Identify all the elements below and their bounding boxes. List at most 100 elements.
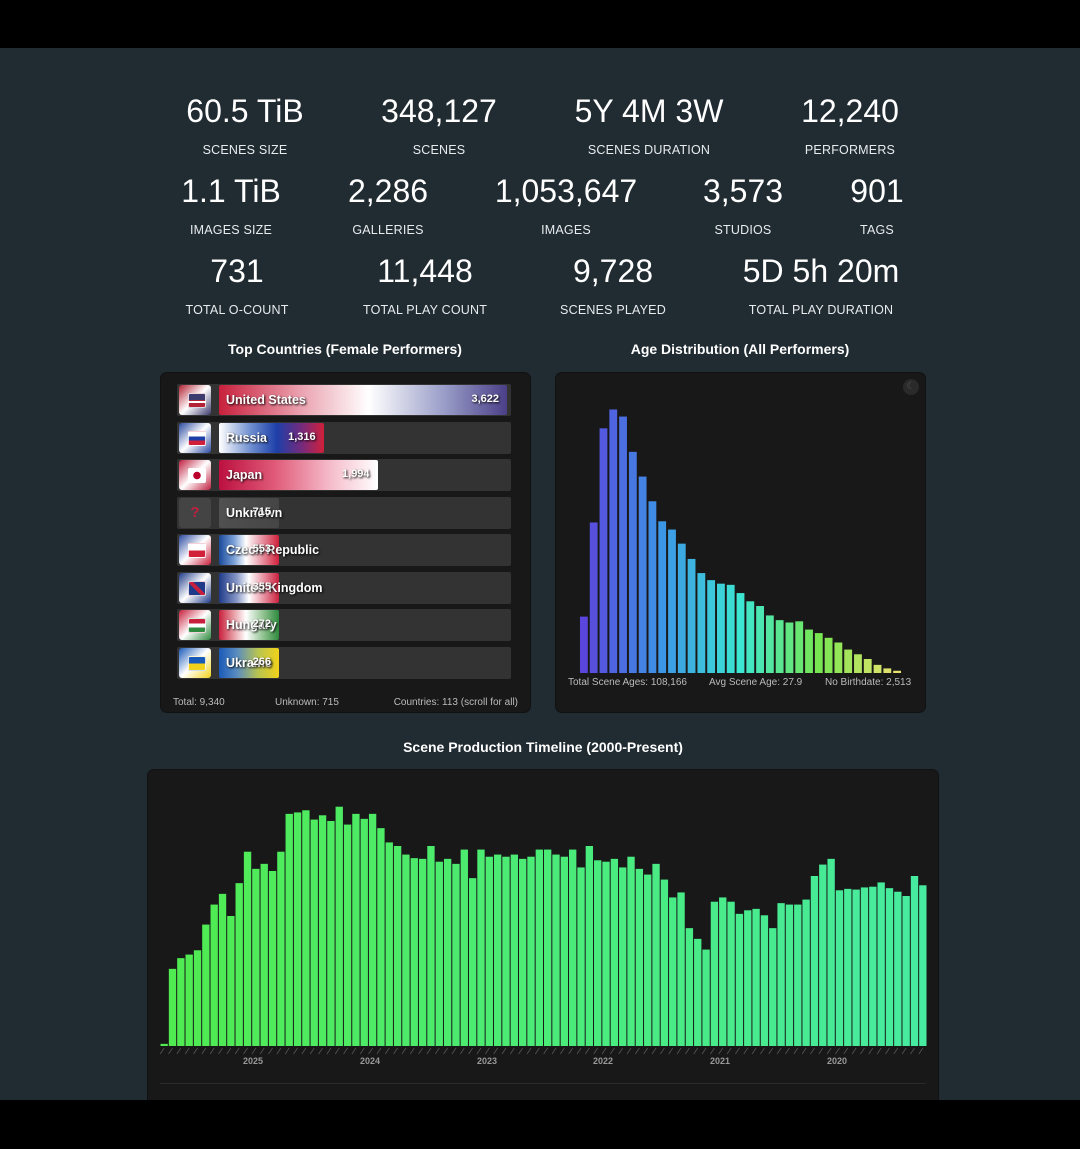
timeline-bar[interactable] xyxy=(285,813,293,1046)
age-bar[interactable] xyxy=(814,633,823,673)
timeline-bar[interactable] xyxy=(160,1043,168,1046)
timeline-bar[interactable] xyxy=(594,860,602,1046)
timeline-bar[interactable] xyxy=(794,904,802,1046)
timeline-bar[interactable] xyxy=(660,879,669,1046)
timeline-bar[interactable] xyxy=(310,819,318,1046)
timeline-bar[interactable] xyxy=(544,849,552,1046)
timeline-bar[interactable] xyxy=(610,858,619,1046)
timeline-bar[interactable] xyxy=(835,890,844,1046)
timeline-bar[interactable] xyxy=(502,856,510,1046)
timeline-bar[interactable] xyxy=(435,861,443,1046)
age-bar[interactable] xyxy=(697,573,706,673)
timeline-bar[interactable] xyxy=(769,928,777,1046)
country-row[interactable]: Hungary 272 xyxy=(177,609,511,641)
country-row[interactable]: Japan 1,994 xyxy=(177,459,511,491)
timeline-bar[interactable] xyxy=(460,849,468,1046)
timeline-bar[interactable] xyxy=(343,824,352,1046)
age-bar[interactable] xyxy=(746,601,755,673)
timeline-bar[interactable] xyxy=(752,908,760,1046)
timeline-bar[interactable] xyxy=(318,815,327,1046)
timeline-bar[interactable] xyxy=(360,818,368,1046)
age-bar[interactable] xyxy=(648,501,657,673)
timeline-bar[interactable] xyxy=(268,871,277,1046)
age-bar[interactable] xyxy=(844,649,853,673)
timeline-bar[interactable] xyxy=(452,863,460,1046)
age-bar[interactable] xyxy=(668,529,676,673)
timeline-bar[interactable] xyxy=(293,812,302,1046)
timeline-bar[interactable] xyxy=(235,883,243,1046)
country-row[interactable]: ? Unknown 715 xyxy=(177,496,511,529)
timeline-bar[interactable] xyxy=(485,856,493,1046)
timeline-bar[interactable] xyxy=(477,849,485,1046)
timeline-bar[interactable] xyxy=(177,958,185,1046)
timeline-bar[interactable] xyxy=(552,854,560,1046)
timeline-bar[interactable] xyxy=(535,849,543,1046)
timeline-bar[interactable] xyxy=(719,897,727,1046)
timeline-bar[interactable] xyxy=(619,867,627,1046)
timeline-bar[interactable] xyxy=(427,846,435,1046)
timeline-bar[interactable] xyxy=(260,863,268,1046)
age-bar[interactable] xyxy=(599,428,608,673)
age-bar[interactable] xyxy=(628,451,637,673)
age-bar[interactable] xyxy=(785,622,794,674)
timeline-bar[interactable] xyxy=(652,863,660,1046)
timeline-bar[interactable] xyxy=(510,854,518,1046)
timeline-bar[interactable] xyxy=(252,868,260,1046)
age-bar[interactable] xyxy=(687,558,696,673)
timeline-bar[interactable] xyxy=(635,868,644,1046)
timeline-bar[interactable] xyxy=(335,806,343,1046)
age-bar[interactable] xyxy=(834,642,843,673)
timeline-bar[interactable] xyxy=(827,858,835,1046)
timeline-bar[interactable] xyxy=(227,916,235,1046)
timeline-bar[interactable] xyxy=(202,924,210,1046)
age-bar[interactable] xyxy=(677,543,686,673)
timeline-bar[interactable] xyxy=(577,867,585,1046)
timeline-bar[interactable] xyxy=(210,904,218,1046)
timeline-bar[interactable] xyxy=(644,874,652,1046)
age-bar[interactable] xyxy=(658,521,667,673)
age-bar[interactable] xyxy=(736,593,745,673)
timeline-bar[interactable] xyxy=(727,901,735,1046)
age-bar[interactable] xyxy=(717,583,725,673)
timeline-bar[interactable] xyxy=(352,813,360,1046)
age-bar[interactable] xyxy=(775,620,784,673)
timeline-bar[interactable] xyxy=(744,910,752,1046)
timeline-bar[interactable] xyxy=(518,858,527,1046)
timeline-bar[interactable] xyxy=(193,950,202,1046)
country-row[interactable]: United Kingdom 355 xyxy=(177,571,511,604)
timeline-bar[interactable] xyxy=(569,849,577,1046)
timeline-bar[interactable] xyxy=(302,810,310,1046)
timeline-bar[interactable] xyxy=(385,842,393,1046)
timeline-bar[interactable] xyxy=(852,889,860,1046)
country-row[interactable]: Ukraine 266 xyxy=(177,646,511,679)
timeline-bar[interactable] xyxy=(410,858,418,1046)
timeline-bar[interactable] xyxy=(677,892,685,1046)
timeline-bar[interactable] xyxy=(669,897,677,1046)
timeline-bar[interactable] xyxy=(919,885,927,1046)
timeline-bar[interactable] xyxy=(443,858,452,1046)
timeline-bar[interactable] xyxy=(560,856,569,1046)
timeline-bar[interactable] xyxy=(377,828,385,1046)
age-bar[interactable] xyxy=(883,668,892,673)
age-bar[interactable] xyxy=(873,664,882,673)
timeline-bar[interactable] xyxy=(735,913,744,1046)
timeline-bar[interactable] xyxy=(844,888,852,1046)
age-bar[interactable] xyxy=(765,615,774,673)
age-bar[interactable] xyxy=(619,416,627,673)
timeline-bar[interactable] xyxy=(894,891,902,1046)
timeline-bar[interactable] xyxy=(685,928,694,1046)
timeline-bar[interactable] xyxy=(902,896,910,1046)
age-bar[interactable] xyxy=(638,476,647,673)
country-row[interactable]: Czech Republic 553 xyxy=(177,534,511,566)
timeline-bar[interactable] xyxy=(777,903,785,1046)
timeline-bar[interactable] xyxy=(402,854,410,1046)
timeline-bar[interactable] xyxy=(710,901,719,1046)
age-bar[interactable] xyxy=(609,409,618,673)
timeline-bar[interactable] xyxy=(527,856,535,1046)
age-bar[interactable] xyxy=(824,637,833,673)
age-bar[interactable] xyxy=(863,658,872,673)
timeline-bar[interactable] xyxy=(702,949,710,1046)
timeline-bar[interactable] xyxy=(860,887,869,1046)
age-bar[interactable] xyxy=(756,606,764,673)
timeline-bar[interactable] xyxy=(885,888,894,1046)
